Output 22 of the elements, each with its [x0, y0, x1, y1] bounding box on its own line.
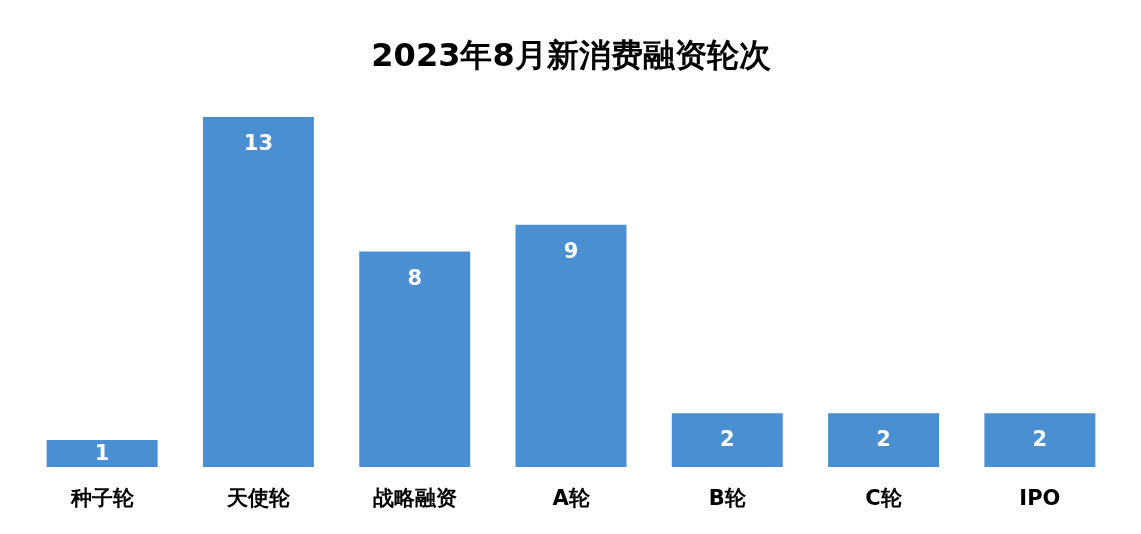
x-tick-label: 天使轮 [225, 485, 291, 510]
x-tick-label: A轮 [552, 485, 591, 510]
data-label: 2 [719, 427, 735, 452]
chart-title: 2023年8月新消费融资轮次 [371, 36, 771, 74]
data-label: 13 [243, 131, 274, 155]
bar [359, 251, 471, 467]
data-label: 9 [563, 238, 579, 263]
x-tick-label: 战略融资 [372, 485, 457, 510]
data-label: 8 [407, 265, 423, 290]
bar [46, 440, 158, 467]
bar [515, 224, 627, 467]
x-tick-label: 种子轮 [69, 485, 135, 510]
bar [671, 413, 783, 467]
bar [828, 413, 940, 467]
x-tick-label: B轮 [708, 485, 747, 510]
data-label: 2 [1032, 427, 1048, 452]
data-label: 2 [876, 427, 891, 452]
x-tick-label: IPO [1019, 485, 1061, 510]
bar [202, 117, 314, 467]
bar [984, 413, 1096, 467]
x-tick-label: C轮 [865, 485, 903, 510]
data-label: 1 [94, 440, 110, 465]
